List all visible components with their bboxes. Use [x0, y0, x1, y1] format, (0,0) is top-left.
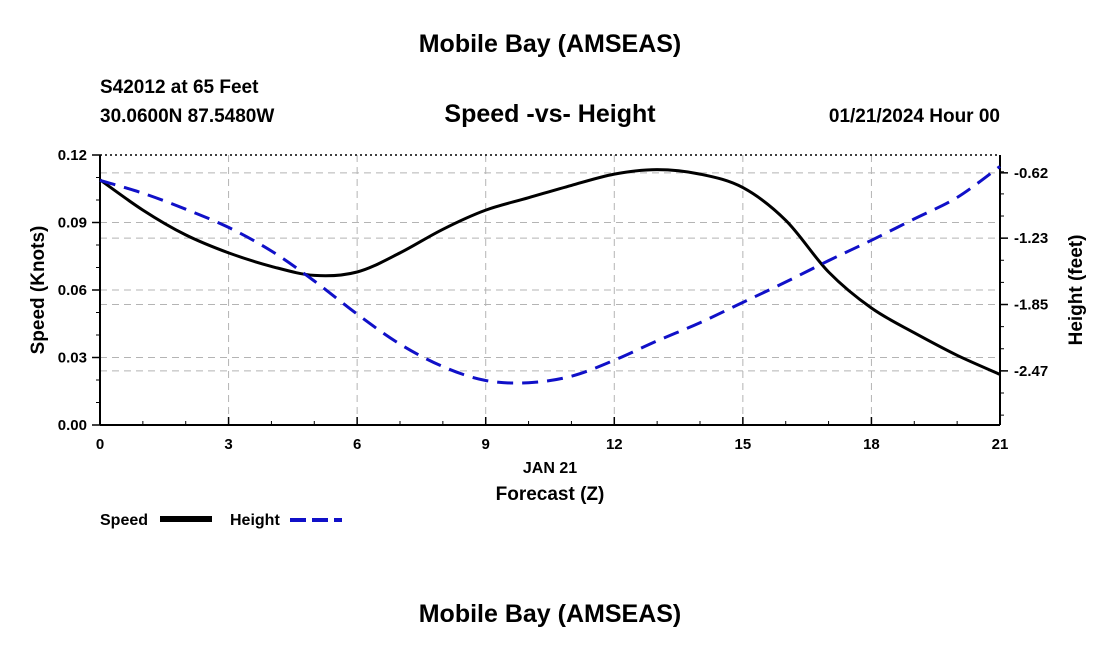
y-tick-label: 0.00 [58, 417, 87, 434]
axis-labels: 0 3 6 9 12 15 18 21 0.00 0.03 0.06 0.09 0.12 -2.47 -1.… [28, 147, 1087, 505]
y2-tick-label: -0.62 [1014, 165, 1048, 182]
legend-label-speed: Speed [100, 512, 148, 529]
x-tick-label: 21 [992, 436, 1009, 453]
x-tick-label: 18 [863, 436, 880, 453]
y-axis-label: Speed (Knots) [28, 226, 49, 355]
series-line-speed [99, 168, 1001, 376]
y2-tick-label: -1.85 [1014, 297, 1048, 314]
x-axis-label: Forecast (Z) [496, 484, 605, 505]
y2-axis-label: Height (feet) [1066, 235, 1087, 346]
x-tick-label: 12 [606, 436, 623, 453]
chart-title: Speed -vs- Height [444, 100, 656, 128]
coordinates-label: 30.0600N 87.5480W [100, 106, 275, 127]
date-hour-label: 01/21/2024 Hour 00 [828, 106, 1000, 127]
y-tick-label: 0.06 [58, 282, 87, 299]
y2-tick-label: -2.47 [1014, 363, 1048, 380]
y-tick-label: 0.09 [58, 215, 87, 232]
y2-tick-label: -1.23 [1014, 230, 1048, 247]
page-title: Mobile Bay (AMSEAS) [418, 30, 682, 58]
y-tick-label: 0.12 [58, 147, 87, 164]
axes [92, 154, 1008, 426]
footer-title: Mobile Bay (AMSEAS) [418, 600, 682, 628]
x-axis-sublabel: JAN 21 [523, 460, 577, 477]
x-tick-label: 0 [96, 436, 104, 453]
x-tick-label: 3 [224, 436, 232, 453]
x-tick-label: 15 [735, 436, 752, 453]
series-lines [99, 165, 1001, 385]
y-tick-label: 0.03 [58, 350, 87, 367]
legend: Speed Height [100, 512, 342, 529]
legend-label-height: Height [230, 512, 280, 529]
station-label: S42012 at 65 Feet [100, 77, 259, 98]
series-line-height [99, 165, 1001, 385]
x-tick-label: 6 [353, 436, 361, 453]
x-tick-label: 9 [482, 436, 490, 453]
grid [100, 155, 1000, 425]
